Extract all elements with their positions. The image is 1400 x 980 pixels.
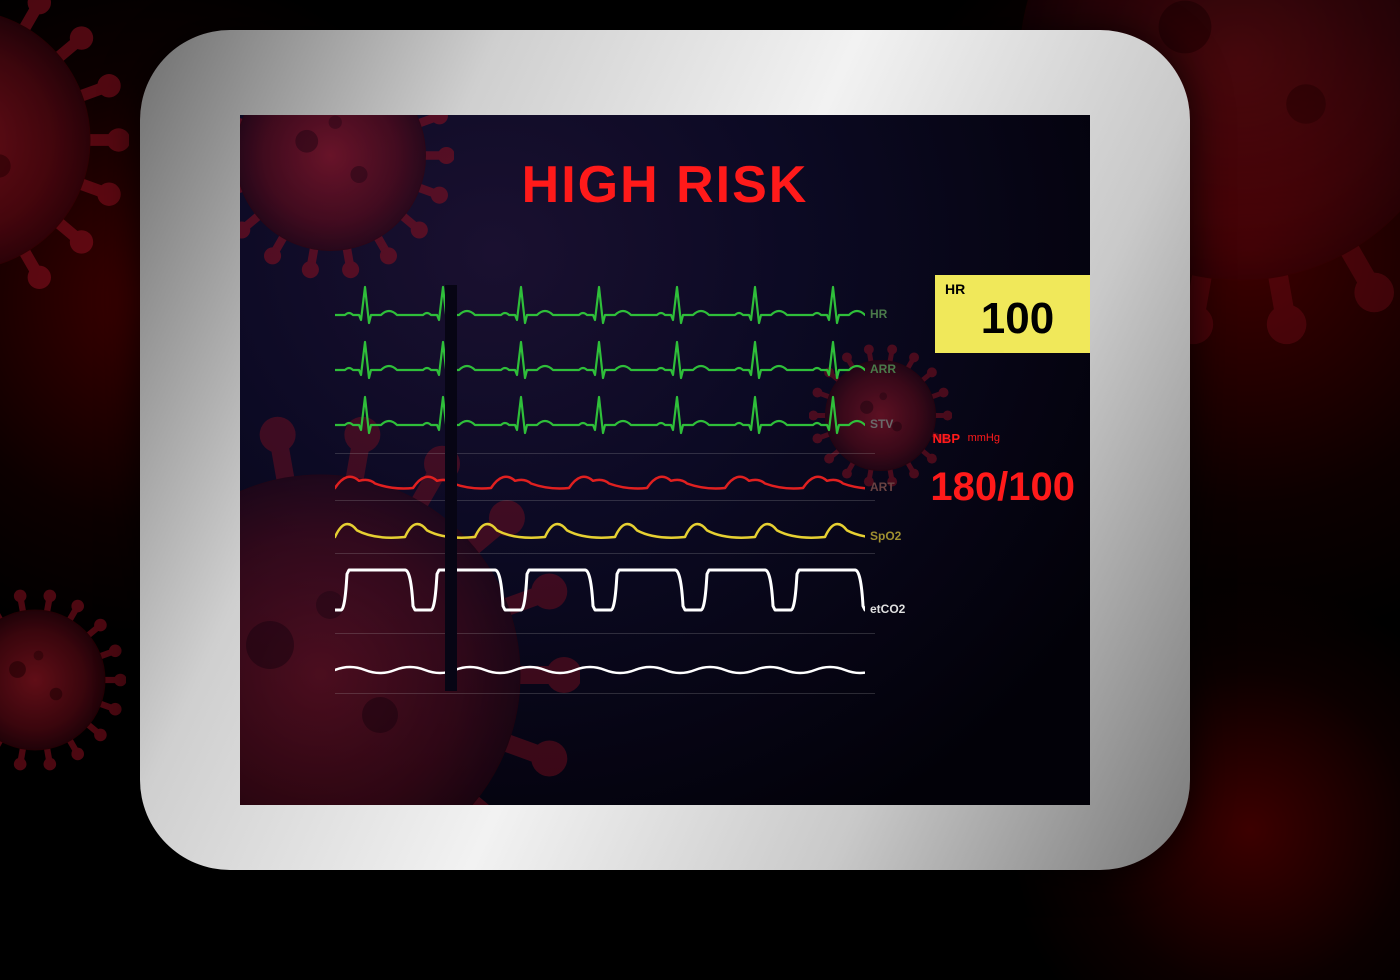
hr-readout-box: HR 100 bbox=[935, 275, 1090, 353]
virus-icon bbox=[0, 0, 129, 314]
waveform-label-arr: ARR bbox=[870, 362, 896, 376]
waveform-label-etco2: etCO2 bbox=[870, 602, 905, 616]
waveform-label-stv: STV bbox=[870, 417, 893, 431]
waveform-etco2 bbox=[335, 570, 865, 610]
waveform-hr bbox=[335, 287, 865, 323]
nbp-label: NBP bbox=[933, 431, 960, 446]
waveform-art bbox=[335, 477, 865, 489]
waveform-stv bbox=[335, 397, 865, 433]
waveform-label-hr: HR bbox=[870, 307, 887, 321]
waveform-label-art: ART bbox=[870, 480, 895, 494]
nbp-unit: mmHg bbox=[968, 432, 1000, 444]
monitor-frame: HIGH RISK HR ARR STV ART SpO2 etCO2 HR 100 NB… bbox=[140, 30, 1190, 870]
waveform-resp bbox=[335, 667, 865, 673]
virus-icon bbox=[0, 589, 126, 776]
waveform-panel bbox=[335, 285, 865, 765]
alert-title: HIGH RISK bbox=[240, 155, 1090, 215]
hr-value: 100 bbox=[945, 297, 1090, 341]
waveform-arr bbox=[335, 342, 865, 378]
nbp-value: 180/100 bbox=[930, 465, 1075, 510]
waveform-label-spo2: SpO2 bbox=[870, 529, 901, 543]
monitor-screen: HIGH RISK HR ARR STV ART SpO2 etCO2 HR 100 NB… bbox=[240, 115, 1090, 805]
waveform-spo2 bbox=[335, 524, 865, 538]
